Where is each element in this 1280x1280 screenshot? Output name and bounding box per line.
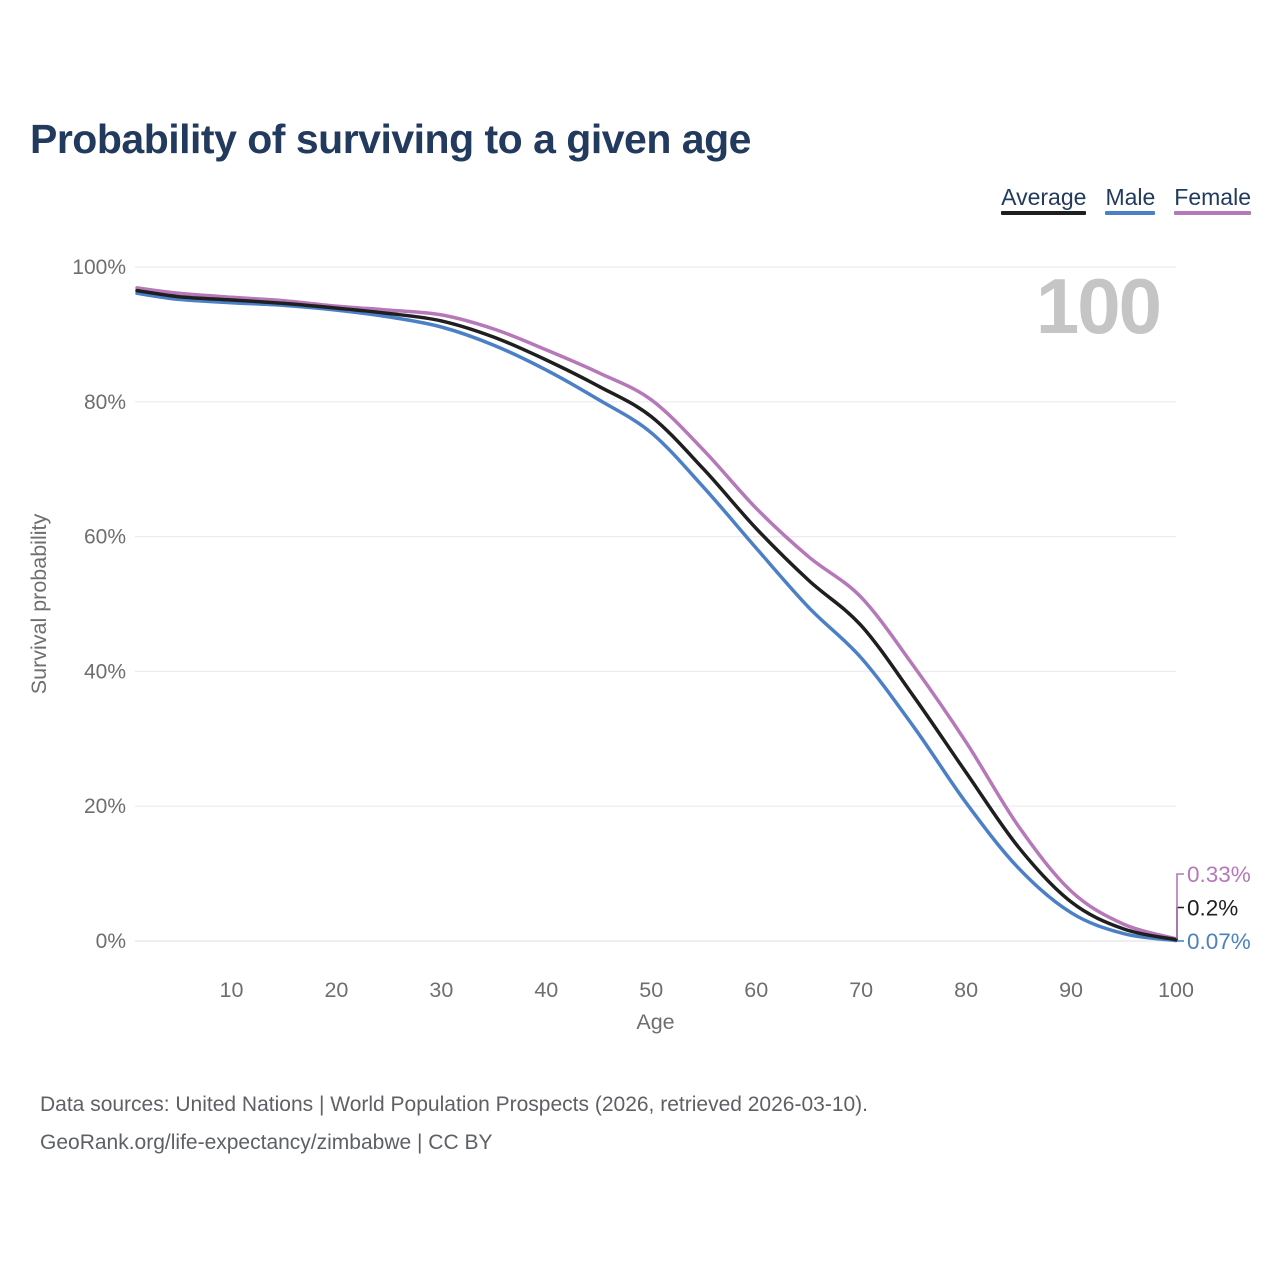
legend: Average Male Female (1001, 184, 1251, 215)
data-source-line2: GeoRank.org/life-expectancy/zimbabwe | C… (40, 1131, 493, 1154)
x-axis-title: Age (636, 1010, 674, 1034)
current-age-watermark: 100 (1035, 262, 1162, 350)
x-tick-30: 30 (429, 978, 453, 1002)
legend-item-male[interactable]: Male (1105, 184, 1156, 215)
y-tick-40%: 40% (84, 660, 126, 683)
y-tick-0%: 0% (96, 930, 126, 953)
legend-swatch-male (1105, 211, 1156, 215)
end-label-average: 0.2% (1187, 896, 1238, 921)
curve-average (135, 288, 1178, 942)
data-source-note: Data sources: United Nations | World Pop… (40, 1086, 1190, 1162)
x-tick-100: 100 (1158, 978, 1194, 1002)
x-tick-90: 90 (1059, 978, 1083, 1002)
curve-female (135, 286, 1178, 941)
x-tick-80: 80 (954, 978, 978, 1002)
y-axis-title: Survival probability (27, 514, 51, 695)
x-tick-60: 60 (744, 978, 768, 1002)
legend-swatch-average (1001, 211, 1087, 215)
legend-label-male: Male (1105, 184, 1156, 210)
legend-swatch-female (1174, 211, 1251, 215)
end-connector-average (1176, 906, 1184, 940)
y-tick-100%: 100% (72, 256, 126, 279)
data-source-line1: Data sources: United Nations | World Pop… (40, 1093, 869, 1116)
y-tick-80%: 80% (84, 391, 126, 414)
x-tick-40: 40 (534, 978, 558, 1002)
end-label-female: 0.33% (1187, 862, 1251, 887)
x-tick-20: 20 (324, 978, 348, 1002)
legend-item-average[interactable]: Average (1001, 184, 1087, 215)
x-tick-10: 10 (219, 978, 243, 1002)
y-tick-20%: 20% (84, 795, 126, 818)
chart-title: Probability of surviving to a given age (30, 116, 751, 162)
end-label-male: 0.07% (1187, 929, 1251, 954)
legend-item-female[interactable]: Female (1174, 184, 1251, 215)
legend-label-female: Female (1174, 184, 1251, 210)
legend-label-average: Average (1001, 184, 1087, 210)
y-tick-60%: 60% (84, 526, 126, 549)
x-tick-50: 50 (639, 978, 663, 1002)
x-tick-70: 70 (849, 978, 873, 1002)
end-connector-female (1176, 873, 1184, 939)
curve-male (135, 291, 1178, 943)
